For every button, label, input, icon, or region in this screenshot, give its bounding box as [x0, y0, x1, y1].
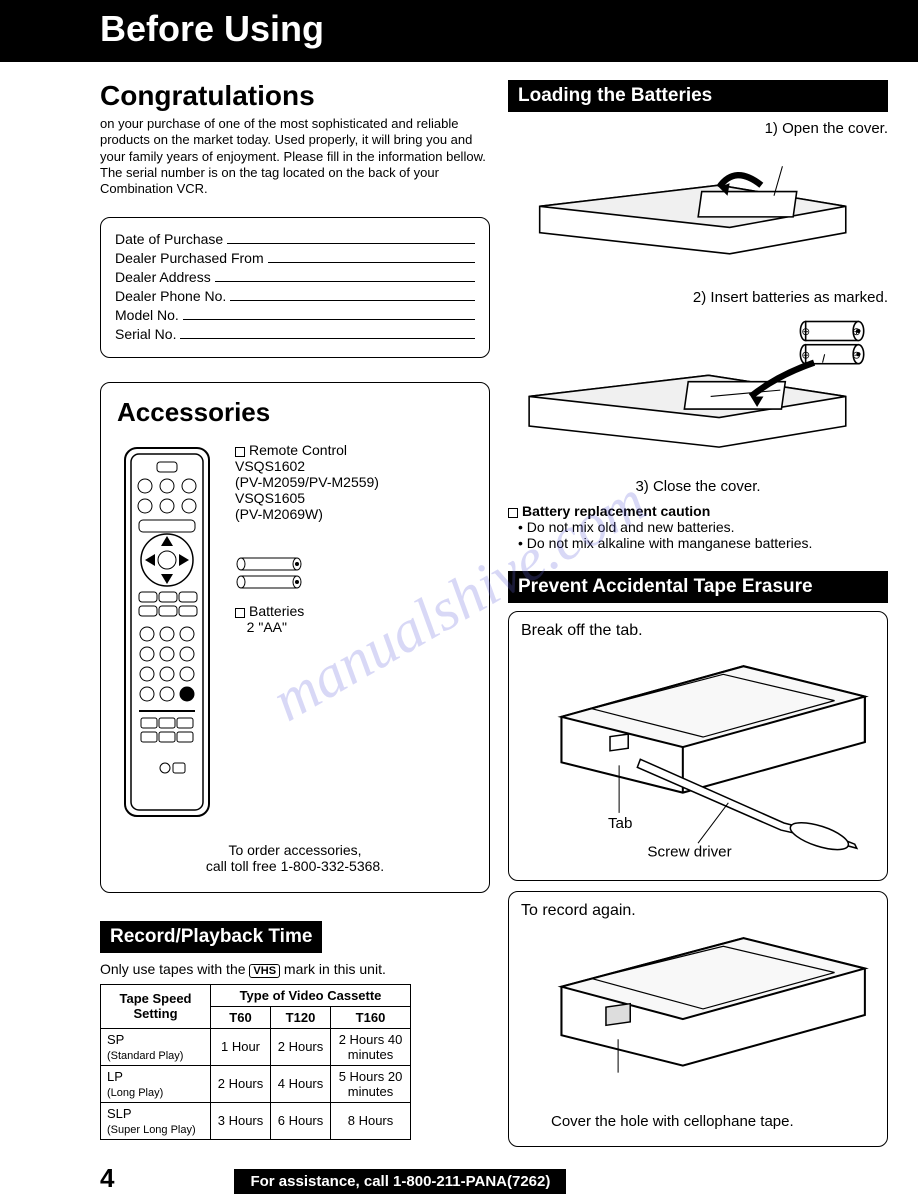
remote-model: (PV-M2059/PV-M2559) [235, 474, 379, 490]
order-line: To order accessories, [228, 842, 361, 858]
record-again-label: To record again. [521, 902, 875, 920]
form-label: Model No. [115, 307, 179, 323]
form-blank [230, 289, 475, 301]
checkbox-icon [235, 608, 245, 618]
checkbox-icon [508, 508, 518, 518]
svg-text:⊖: ⊖ [801, 326, 810, 338]
vhs-logo-icon: VHS [249, 964, 280, 978]
battery-step-1: 1) Open the cover. [508, 120, 888, 137]
record-playback-heading: Record/Playback Time [100, 921, 322, 953]
form-label: Serial No. [115, 326, 176, 342]
caution-item: Do not mix alkaline with manganese batte… [518, 535, 888, 551]
form-blank [183, 308, 475, 320]
record-note: Only use tapes with the VHS mark in this… [100, 961, 490, 977]
screwdriver-label: Screw driver [647, 844, 731, 859]
remote-model: (PV-M2069W) [235, 506, 323, 522]
congrats-text: on your purchase of one of the most soph… [100, 116, 490, 197]
table-row: LP(Long Play) 2 Hours4 Hours5 Hours 20 m… [101, 1065, 411, 1102]
battery-step-2: 2) Insert batteries as marked. [508, 289, 888, 306]
battery-illustration [235, 556, 305, 590]
svg-text:⊕: ⊕ [852, 326, 861, 338]
form-blank [215, 270, 475, 282]
remote-model: VSQS1602 [235, 458, 305, 474]
page-header: Before Using [0, 0, 918, 62]
record-playback-table: Tape Speed Setting Type of Video Cassett… [100, 984, 411, 1140]
form-label: Dealer Address [115, 269, 211, 285]
table-header: Type of Video Cassette [240, 988, 382, 1003]
table-col: T160 [356, 1010, 386, 1025]
batteries-label: Batteries [249, 603, 304, 619]
page-number: 4 [100, 1163, 114, 1194]
table-row: SLP(Super Long Play) 3 Hours6 Hours8 Hou… [101, 1102, 411, 1139]
form-label: Dealer Phone No. [115, 288, 226, 304]
congrats-heading: Congratulations [100, 80, 490, 112]
break-tab-diagram: Break off the tab. Tab Screw [508, 611, 888, 880]
loading-batteries-heading: Loading the Batteries [508, 80, 888, 112]
svg-text:⊖: ⊖ [852, 349, 861, 361]
accessories-heading: Accessories [117, 397, 473, 428]
remote-model: VSQS1605 [235, 490, 305, 506]
form-blank [180, 327, 475, 339]
table-col: T120 [286, 1010, 316, 1025]
table-row: SP(Standard Play) 1 Hour2 Hours2 Hours 4… [101, 1028, 411, 1065]
purchase-info-form: Date of Purchase Dealer Purchased From D… [100, 217, 490, 358]
tab-label: Tab [608, 815, 632, 832]
remote-label: Remote Control [249, 442, 347, 458]
record-again-diagram: To record again. Cover the hole with cel… [508, 891, 888, 1147]
battery-step1-illustration [508, 143, 888, 270]
remote-control-illustration [117, 442, 217, 822]
caution-item: Do not mix old and new batteries. [518, 519, 888, 535]
table-header: Tape Speed Setting [119, 991, 191, 1021]
form-label: Dealer Purchased From [115, 250, 264, 266]
form-blank [268, 251, 475, 263]
battery-step-3: 3) Close the cover. [508, 478, 888, 495]
batteries-sub: 2 "AA" [247, 619, 287, 635]
cover-hole-label: Cover the hole with cellophane tape. [551, 1113, 875, 1130]
order-line: call toll free 1-800-332-5368. [206, 858, 384, 874]
table-col: T60 [229, 1010, 251, 1025]
break-tab-label: Break off the tab. [521, 622, 875, 640]
checkbox-icon [235, 447, 245, 457]
form-blank [227, 232, 475, 244]
assistance-bar: For assistance, call 1-800-211-PANA(7262… [234, 1169, 566, 1194]
battery-step2-illustration: ⊖ ⊕ ⊕ ⊖ [508, 312, 888, 460]
battery-caution: Battery replacement caution Do not mix o… [508, 503, 888, 551]
form-label: Date of Purchase [115, 231, 223, 247]
svg-text:⊕: ⊕ [801, 349, 810, 361]
prevent-erasure-heading: Prevent Accidental Tape Erasure [508, 571, 888, 603]
accessories-section: Accessories [100, 382, 490, 893]
